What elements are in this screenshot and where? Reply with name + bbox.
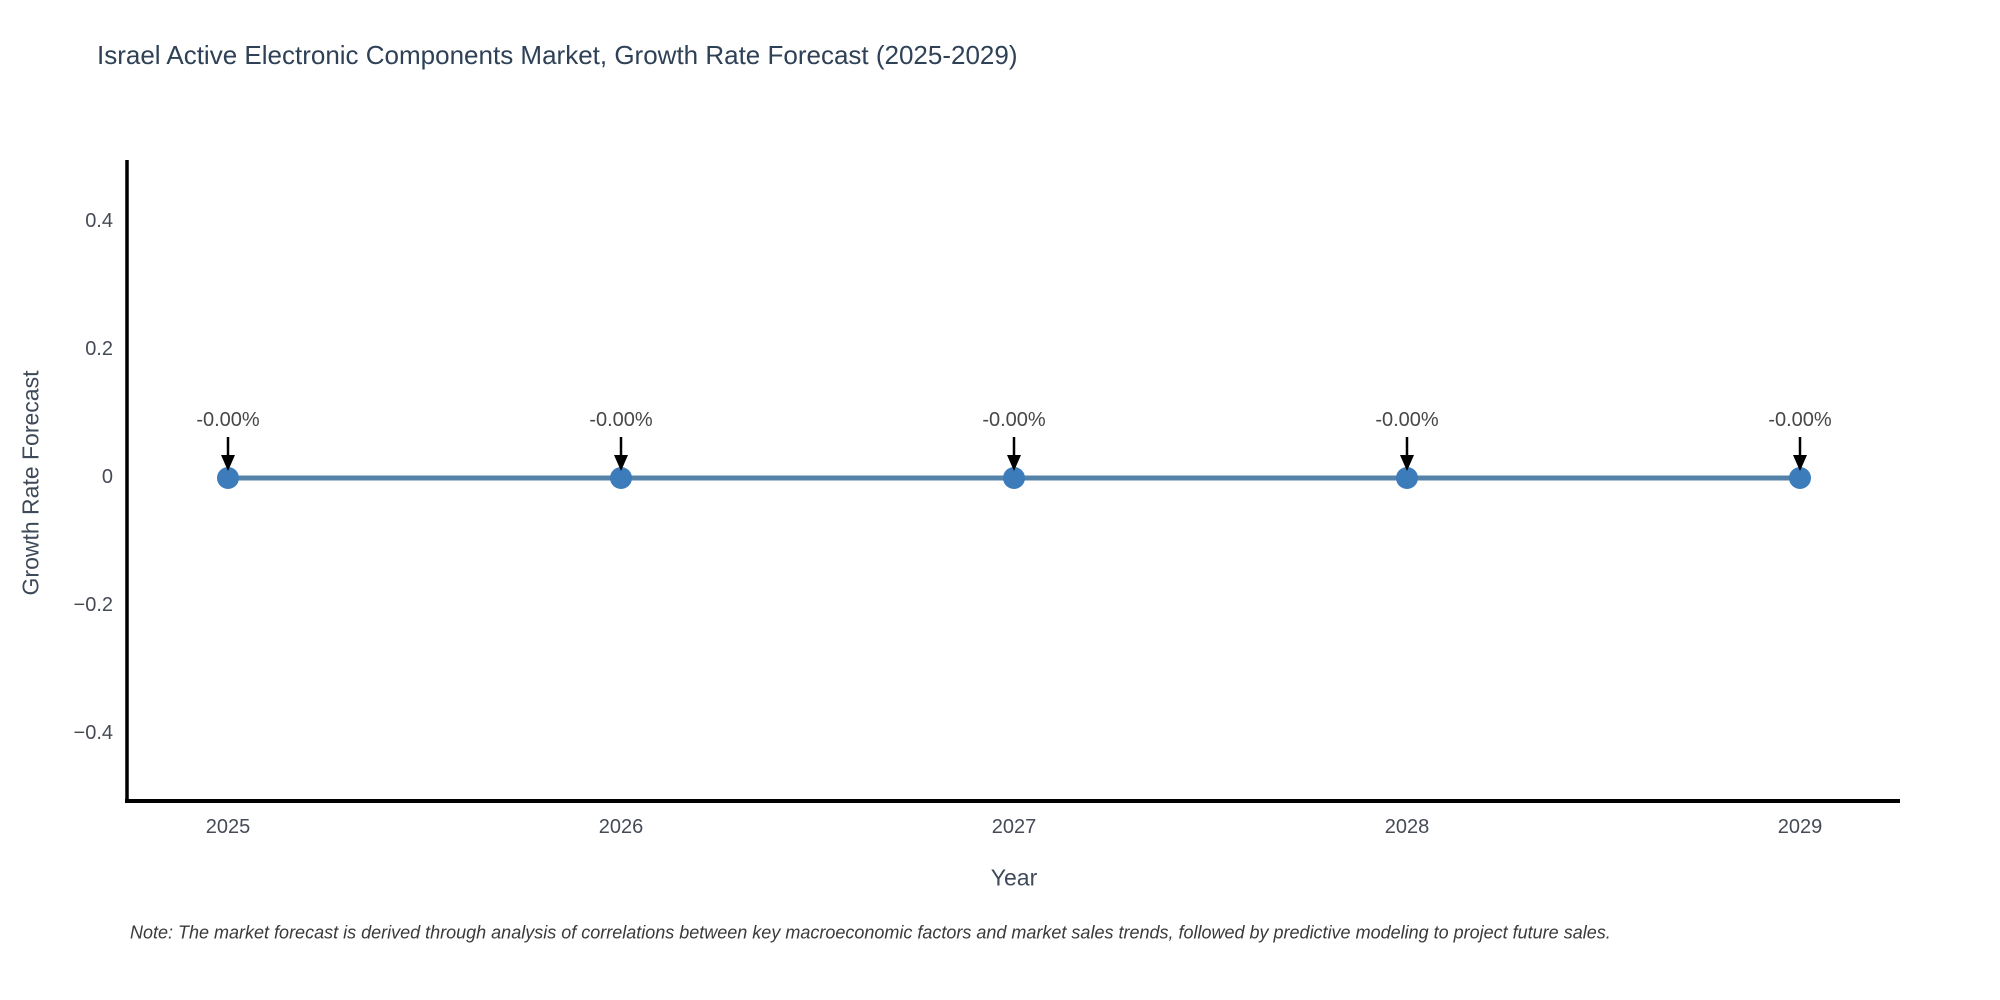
data-point-marker[interactable] [1789,467,1811,489]
data-point-label: -0.00% [589,409,653,431]
data-point-label: -0.00% [1768,409,1832,431]
data-point-label: -0.00% [982,409,1046,431]
x-tick-label: 2029 [1778,816,1823,838]
x-tick-label: 2025 [206,816,251,838]
x-tick-label: 2027 [992,816,1037,838]
x-tick-label: 2028 [1385,816,1430,838]
data-point-marker[interactable] [217,467,239,489]
data-point-label: -0.00% [196,409,260,431]
annotation-arrowhead-icon [1400,455,1414,471]
chart-title: Israel Active Electronic Components Mark… [97,40,1018,70]
footnote: Note: The market forecast is derived thr… [130,922,1611,943]
y-tick-label: −0.4 [74,722,113,744]
x-axis-title: Year [990,864,1038,891]
data-point-marker[interactable] [1003,467,1025,489]
data-point-marker[interactable] [1396,467,1418,489]
y-axis-title: Growth Rate Forecast [17,370,44,596]
y-tick-label: 0.2 [85,338,113,360]
data-point-marker[interactable] [610,467,632,489]
annotation-arrowhead-icon [221,455,235,471]
y-tick-label: 0 [102,466,113,488]
annotation-arrowhead-icon [1007,455,1021,471]
annotation-arrowhead-icon [614,455,628,471]
x-tick-label: 2026 [599,816,644,838]
y-tick-label: 0.4 [85,210,113,232]
data-point-label: -0.00% [1375,409,1439,431]
y-tick-label: −0.2 [74,594,113,616]
annotation-arrowhead-icon [1793,455,1807,471]
